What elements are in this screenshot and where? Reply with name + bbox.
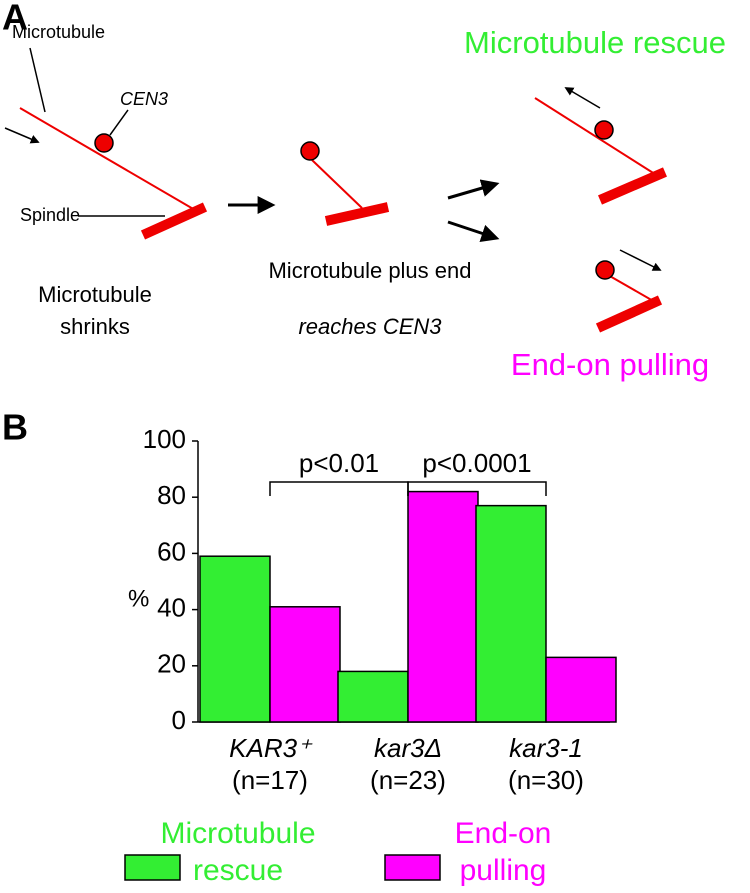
panel-label: A [2,0,28,38]
x-tick-note: (n=17) [232,765,308,795]
arrow [619,249,662,271]
label-microtubule: Microtubule [12,22,105,42]
annotation: p<0.01 [299,448,379,478]
arrow [447,179,500,200]
x-tick-label: kar3-1 [509,733,583,763]
arrow [447,220,500,242]
microtubule [607,274,656,303]
bar [269,606,341,723]
microtubule [534,97,659,177]
bar [545,656,617,723]
legend-label: End-on pulling [454,817,552,887]
legend-label: Microtubule rescue [160,817,316,887]
x-tick-note: (n=30) [508,765,584,795]
bar [407,490,479,723]
bar [199,555,271,723]
step-text: Microtubule shrinks [38,282,152,339]
y-axis-label: % [128,585,149,612]
microtubule [19,107,196,211]
bar [337,670,409,723]
cen3 [594,120,614,140]
annotation: p<0.0001 [422,448,531,478]
outcome-rescue: Microtubule rescue [464,25,726,60]
spindle [324,202,390,226]
step-text: reaches CEN3 [298,314,442,339]
spindle [140,202,208,240]
x-tick-label: KAR3⁺ [229,733,313,763]
arrow [4,127,40,144]
legend-swatch [384,854,441,881]
x-tick-note: (n=23) [370,765,446,795]
spindle [595,295,663,333]
y-tick-label: 60 [157,536,186,566]
outcome-pulling: End-on pulling [511,347,709,382]
cen3 [595,260,615,280]
y-tick-label: 80 [157,480,186,510]
label-spindle: Spindle [20,205,80,225]
panel-label: B [2,407,28,448]
bracket [407,481,547,496]
y-tick-label: 0 [172,705,186,735]
y-tick-label: 40 [157,592,186,622]
arrow [564,87,601,109]
legend-swatch [124,854,181,881]
y-tick-label: 100 [143,424,186,454]
step-text: Microtubule plus end [268,258,471,283]
cen3 [94,133,114,153]
cen3 [300,141,320,161]
pointer [29,47,46,113]
spindle [598,167,667,205]
bar [475,504,547,723]
microtubule [311,159,363,209]
pointer [109,109,129,136]
x-tick-label: kar3Δ [374,733,442,763]
y-tick-label: 20 [157,649,186,679]
bracket [269,481,409,496]
label-cen3: CEN3 [120,89,168,109]
